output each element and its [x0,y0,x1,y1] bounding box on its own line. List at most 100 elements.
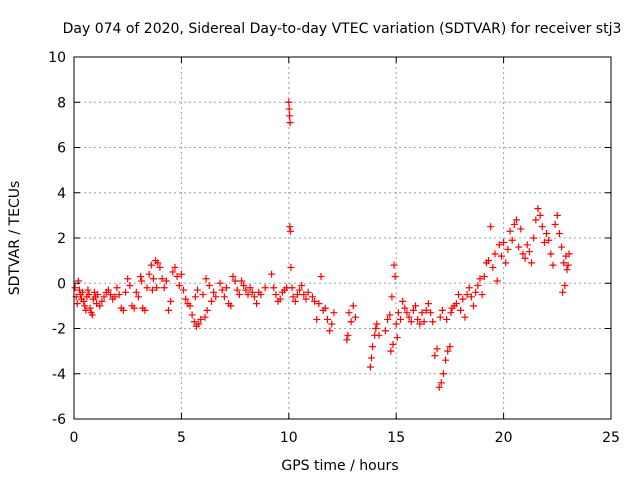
data-point [525,248,533,256]
data-point [372,325,380,332]
data-point [212,293,220,301]
data-point [98,297,106,305]
data-point [201,313,209,321]
data-point [414,315,422,323]
data-point [349,302,357,310]
data-point [476,275,484,283]
data-point [389,340,397,348]
data-point [508,236,516,244]
data-point [429,318,437,326]
data-point [551,220,559,228]
data-point [210,288,218,296]
data-point [296,286,304,294]
data-point [80,297,88,305]
data-point [79,288,87,296]
x-tick-label: 5 [177,430,186,446]
data-point [545,236,553,244]
data-point [386,311,394,319]
data-point [447,309,455,317]
data-point [315,300,323,308]
data-point [223,284,231,292]
data-point [420,318,428,326]
data-point [73,300,81,308]
y-tick-label: 4 [57,186,66,202]
data-point [177,270,185,278]
data-point [405,313,413,321]
data-point [302,295,310,303]
data-point [519,250,527,258]
data-point [216,279,224,287]
data-point [528,259,536,267]
data-point [344,331,352,339]
data-point [132,288,140,296]
data-point [480,272,488,280]
data-point [171,263,179,271]
data-point [82,306,90,314]
data-point [287,263,295,271]
data-point [287,227,295,235]
data-point [240,282,248,290]
y-tick-label: 0 [57,276,66,292]
data-point [321,304,329,312]
data-point [446,343,454,351]
data-point [84,286,92,294]
data-point [392,320,400,328]
data-point [195,320,203,328]
data-point [435,383,443,391]
data-point [154,259,162,267]
data-point [328,320,336,328]
data-point [438,306,446,314]
data-point [558,243,566,251]
data-point [96,302,104,310]
data-point [403,309,411,317]
data-point [443,315,451,323]
data-point [180,286,188,294]
data-point [489,263,497,271]
data-point [242,286,250,294]
data-point [422,306,430,314]
data-point [393,334,401,342]
data-point [536,211,544,219]
data-point [564,261,572,269]
chart-title: Day 074 of 2020, Sidereal Day-to-day VTE… [63,21,622,37]
data-point [227,302,235,310]
data-point [235,291,243,299]
data-point [148,286,156,294]
data-point [207,297,215,305]
data-point [504,245,512,253]
data-point [288,284,296,292]
data-point [399,297,407,305]
data-point [540,239,548,247]
y-tick-label: 10 [48,50,66,66]
y-tick-label: -6 [52,412,66,428]
data-point [238,277,246,285]
x-tick-label: 25 [602,430,620,446]
data-point [88,311,96,319]
data-point [474,282,482,290]
data-point [407,318,415,326]
data-point [418,309,426,317]
data-point [173,272,181,280]
data-point [162,277,170,285]
data-point [147,261,155,269]
data-point [510,220,518,228]
data-point [409,306,417,314]
data-point [555,229,563,237]
data-point [390,261,398,269]
data-point [137,272,145,280]
data-point [126,282,134,290]
data-point [487,223,495,231]
data-point [199,291,207,299]
data-point [547,250,555,258]
data-point [276,295,284,303]
data-point [561,282,569,290]
y-axis-label: SDTVAR / TECUs [7,181,23,296]
data-point [452,300,460,308]
data-point [433,345,441,353]
data-point [94,291,102,299]
data-point [246,284,254,292]
data-point [454,291,462,299]
data-point [388,293,396,301]
data-point [416,320,424,328]
data-point [81,302,89,310]
